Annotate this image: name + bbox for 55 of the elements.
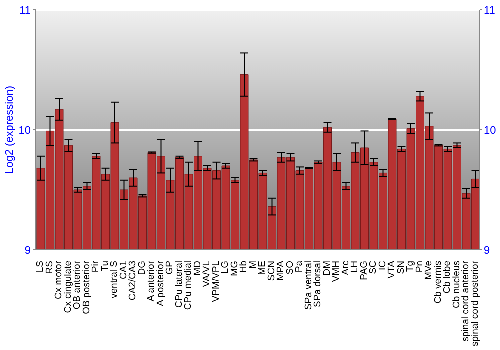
x-tick-label: DM <box>322 260 333 276</box>
x-tick-label: CPu medial <box>183 261 194 310</box>
x-tick-label: Cx cingulate <box>62 261 74 314</box>
x-tick-label: Arc <box>340 260 352 276</box>
x-tick-label: OB anterior <box>72 261 84 310</box>
x-tick-label: A anterior <box>146 261 158 302</box>
x-tick-label: Cx motor <box>54 261 65 300</box>
x-tick-label: PAG <box>358 261 370 280</box>
x-tick-label: ME <box>257 261 268 276</box>
x-tick-label: OB posterior <box>81 261 92 314</box>
y-axis-title: Log2 (expression) <box>4 86 16 174</box>
x-tick-label: RS <box>44 261 56 274</box>
y2-tick-label: 11 <box>484 4 496 17</box>
x-tick-label: SCN <box>266 260 278 282</box>
y-tick-label: 10 <box>18 124 31 137</box>
x-tick-label: LS <box>35 261 46 273</box>
x-tick-label: GP <box>164 261 176 275</box>
x-tick-label: Pa <box>294 260 306 273</box>
x-tick-label: spinal cord anterior <box>460 261 472 342</box>
x-tick-label: IC <box>377 260 388 270</box>
x-tick-label: VA/VL <box>202 261 213 288</box>
x-tick-label: Tu <box>100 261 111 272</box>
x-tick-label: SN <box>396 260 407 274</box>
x-tick-label: MPA <box>276 260 287 281</box>
x-tick-label: VPM/VPL <box>210 261 222 302</box>
x-tick-label: M <box>248 260 259 269</box>
x-tick-label: SPa ventral <box>303 261 314 310</box>
x-tick-label: SO <box>284 261 296 275</box>
y2-tick-label: 9 <box>484 244 490 257</box>
x-tick-label: SPa dorsal <box>312 261 324 308</box>
x-tick-label: Hb <box>238 261 250 274</box>
x-tick-label: LG <box>220 261 232 274</box>
x-tick-label: LH <box>350 260 361 274</box>
x-tick-label: MD <box>192 260 204 276</box>
x-tick-label: DG <box>136 261 148 276</box>
x-tick-label: Cb nucleus <box>451 260 462 309</box>
x-tick-label: Tg <box>405 261 416 272</box>
x-tick-label: ventral S <box>109 261 120 298</box>
y-tick-label: 9 <box>24 244 31 257</box>
x-tick-label: spinal cord posterior <box>470 261 481 347</box>
x-tick-label: MG <box>229 261 240 276</box>
x-tick-label: CA1 <box>118 261 130 280</box>
x-tick-label: CA2/CA3 <box>128 261 139 301</box>
x-tick-label: CPu lateral <box>174 261 185 308</box>
x-tick-label: SC <box>368 260 380 274</box>
y2-tick-label: 10 <box>484 124 496 137</box>
x-tick-label: A posterior <box>155 261 166 306</box>
x-tick-label: Pn <box>414 261 426 273</box>
x-tick-label: VMH <box>331 260 342 282</box>
x-tick-label: VTA <box>386 260 398 279</box>
x-tick-label: Cb vermis <box>432 260 444 304</box>
x-tick-label: MVe <box>424 261 435 280</box>
y-tick-label: 11 <box>20 4 31 17</box>
x-tick-label: Pir <box>90 261 102 273</box>
x-tick-label: Cb lobe <box>442 261 454 294</box>
